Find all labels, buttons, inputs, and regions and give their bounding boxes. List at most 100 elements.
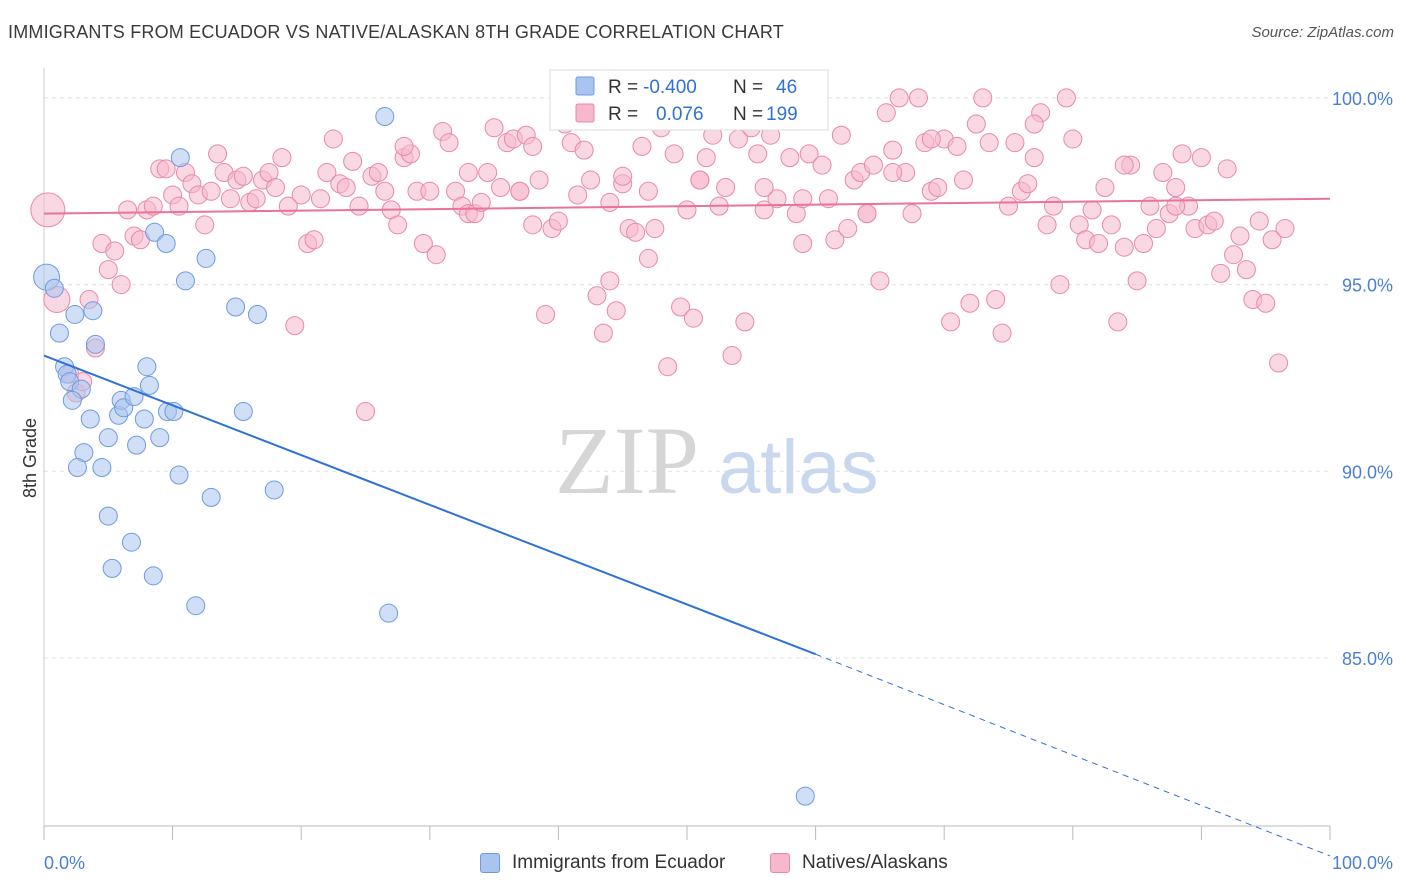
natives-alaskans-point	[574, 140, 594, 160]
ecuador-point	[247, 304, 267, 324]
ecuador-point	[196, 248, 216, 268]
natives-alaskans-point	[233, 166, 253, 186]
ecuador-point	[67, 458, 87, 478]
natives-alaskans-point	[529, 170, 549, 190]
natives-alaskans-point	[1256, 293, 1276, 313]
natives-alaskans-point	[992, 323, 1012, 343]
natives-alaskans-point	[1024, 148, 1044, 168]
ecuador-point	[92, 458, 112, 478]
ecuador-point	[233, 402, 253, 422]
natives-alaskans-point	[1166, 196, 1186, 216]
stats-n-value-1: 46	[776, 77, 797, 98]
natives-alaskans-point	[664, 144, 684, 164]
stats-n-label-2: N =	[733, 104, 763, 125]
natives-alaskans-point	[420, 181, 440, 201]
natives-alaskans-point	[1166, 177, 1186, 197]
natives-alaskans-point	[767, 189, 787, 209]
ecuador-point	[169, 465, 189, 485]
natives-alaskans-point	[793, 189, 813, 209]
ecuador-point	[65, 304, 85, 324]
ecuador-point	[379, 603, 399, 623]
ecuador-point	[98, 428, 118, 448]
natives-alaskans-point	[291, 185, 311, 205]
ecuador-point	[150, 428, 170, 448]
natives-alaskans-point	[966, 114, 986, 134]
natives-alaskans-point	[960, 293, 980, 313]
ecuador-points	[33, 107, 815, 806]
natives-alaskans-point	[1114, 237, 1134, 257]
ecuador-point	[264, 480, 284, 500]
natives-alaskans-point	[1101, 215, 1121, 235]
natives-alaskans-point	[863, 155, 883, 175]
natives-alaskans-point	[973, 88, 993, 108]
natives-alaskans-point	[1056, 88, 1076, 108]
natives-alaskans-point	[928, 177, 948, 197]
natives-alaskans-point	[941, 312, 961, 332]
natives-alaskans-point	[1082, 200, 1102, 220]
natives-alaskans-point	[195, 215, 215, 235]
watermark-zip: ZIP	[555, 407, 699, 514]
ecuador-point	[85, 334, 105, 354]
ecuador-point	[139, 375, 159, 395]
natives-alaskans-point	[368, 163, 388, 183]
natives-alaskans-point	[536, 304, 556, 324]
natives-alaskans-point	[799, 144, 819, 164]
natives-alaskans-point	[632, 136, 652, 156]
legend-label-ecuador: Immigrants from Ecuador	[512, 852, 726, 873]
natives-alaskans-point	[356, 402, 375, 422]
natives-alaskans-point	[1127, 271, 1147, 291]
ecuador-point	[121, 532, 141, 552]
natives-alaskans-point	[523, 136, 543, 156]
stats-blue-swatch	[575, 76, 595, 96]
natives-alaskans-point	[953, 170, 973, 190]
legend-item-ecuador[interactable]: Immigrants from Ecuador	[480, 852, 725, 874]
natives-alaskans-point	[220, 189, 240, 209]
y-tick-label: 95.0%	[1342, 276, 1393, 296]
ecuador-point	[49, 323, 69, 343]
natives-alaskans-point	[883, 140, 903, 160]
ecuador-point	[156, 233, 176, 253]
natives-alaskans-point	[1236, 260, 1256, 280]
natives-alaskans-point	[671, 297, 691, 317]
natives-alaskans-point	[343, 151, 363, 171]
natives-alaskans-point	[825, 230, 845, 250]
legend-swatch-pink	[770, 853, 790, 873]
natives-alaskans-point	[908, 88, 928, 108]
natives-alaskans-point	[818, 189, 838, 209]
natives-alaskans-point	[394, 136, 414, 156]
natives-alaskans-point	[413, 233, 433, 253]
natives-alaskans-point	[510, 181, 530, 201]
ecuador-point	[143, 566, 163, 586]
natives-alaskans-point	[1172, 144, 1192, 164]
natives-alaskans-point	[986, 290, 1006, 310]
natives-alaskans-point	[1211, 263, 1231, 283]
natives-alaskans-point	[1089, 233, 1109, 253]
natives-alaskans-point	[883, 163, 903, 183]
natives-alaskans-point	[921, 129, 941, 149]
natives-alaskans-point	[1204, 211, 1224, 231]
natives-alaskans-point	[439, 133, 459, 153]
natives-alaskans-point	[548, 211, 568, 231]
natives-alaskans-point	[1146, 219, 1166, 239]
stats-r-value-2: 0.076	[656, 104, 704, 125]
natives-alaskans-point	[587, 286, 607, 306]
y-tick-label: 100.0%	[1332, 89, 1393, 109]
natives-alaskans-point	[780, 148, 800, 168]
watermark: ZIP atlas	[555, 407, 879, 514]
legend-item-natives[interactable]: Natives/Alaskans	[770, 852, 948, 874]
natives-alaskans-point	[478, 163, 498, 183]
tick-labels: 100.0% 95.0% 90.0% 85.0% 0.0% 100.0%	[44, 89, 1393, 873]
natives-alaskans-point	[1262, 230, 1282, 250]
natives-alaskans-point	[272, 148, 292, 168]
ecuador-point	[127, 435, 147, 455]
y-tick-label: 85.0%	[1342, 649, 1393, 669]
natives-alaskans-point	[606, 301, 626, 321]
natives-alaskans-point	[979, 133, 999, 153]
ecuador-point	[83, 301, 103, 321]
natives-alaskans-point	[317, 163, 337, 183]
legend-label-natives: Natives/Alaskans	[802, 852, 948, 873]
natives-alaskans-point	[568, 185, 588, 205]
natives-alaskans-point	[388, 215, 408, 235]
ecuador-trend-line	[43, 354, 816, 656]
natives-alaskans-point	[484, 118, 504, 138]
